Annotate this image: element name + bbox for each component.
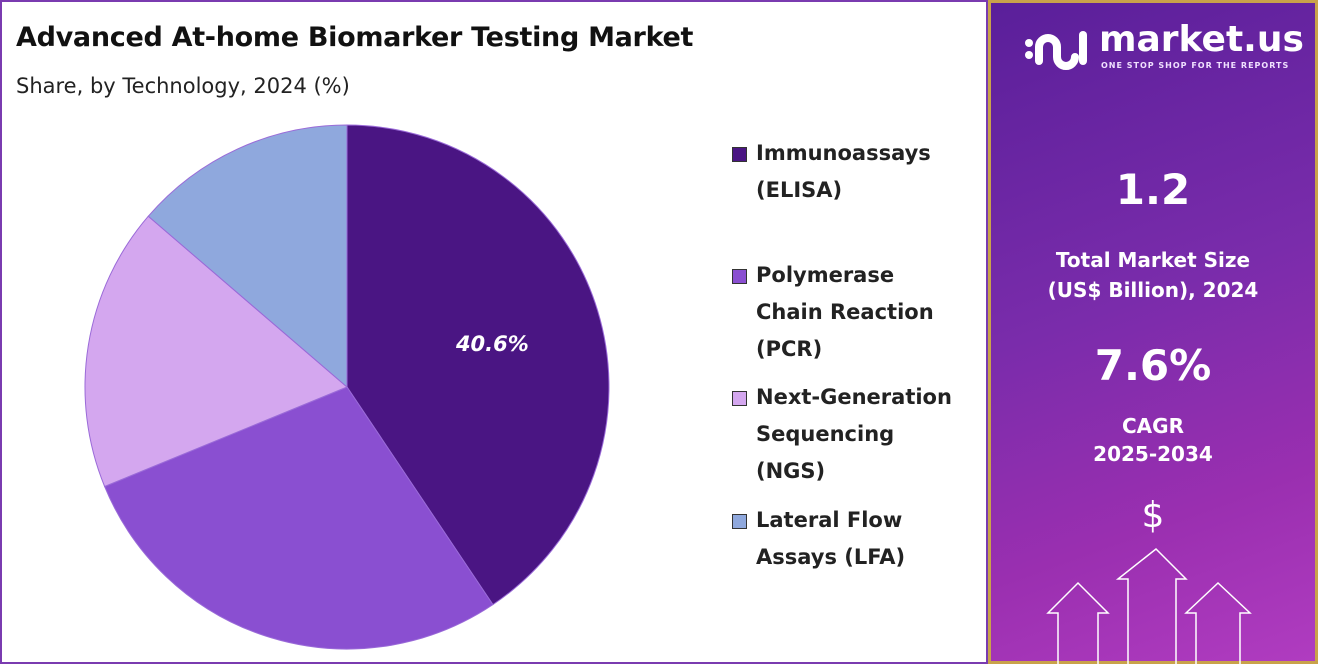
legend-label: (NGS) [756,459,826,483]
legend-item: Polymerase Chain Reaction (PCR) [732,257,986,368]
summary-panel: market.us ONE STOP SHOP FOR THE REPORTS … [988,0,1318,667]
dollar-icon: $ [1141,495,1165,536]
chart-panel: 40.6% Advanced At-home Biomarker Testing… [0,0,988,664]
market-size-label-2: (US$ Billion), 2024 [1047,278,1259,302]
pie-slice [147,124,348,389]
legend-label: Immunoassays [756,141,931,165]
data-label: 40.6% [455,332,529,356]
legend-label: Next-Generation [756,385,952,409]
legend-label: Sequencing [756,422,895,446]
growth-arrows-icon [1046,547,1252,667]
legend-swatch [732,514,747,529]
logo-text: market.us [1099,19,1304,60]
chart-subtitle: Share, by Technology, 2024 (%) [16,74,350,98]
pie-slice [103,386,494,650]
legend-label: Lateral Flow [756,508,903,532]
legend-swatch [732,391,747,406]
legend-label: Assays (LFA) [756,545,906,569]
legend-item: Lateral Flow Assays (LFA) [732,502,986,576]
pie-chart: 40.6% [84,124,610,650]
market-size-value: 1.2 [1115,165,1191,214]
logo-tagline: ONE STOP SHOP FOR THE REPORTS [1101,61,1290,70]
legend-label: (ELISA) [756,178,843,202]
cagr-value: 7.6% [1094,341,1212,390]
legend-swatch [732,147,747,162]
logo: market.us ONE STOP SHOP FOR THE REPORTS [1021,19,1304,71]
pie-slice [84,215,348,488]
legend-label: Polymerase [756,263,895,287]
pie-slice [346,124,610,606]
legend-label: (PCR) [756,337,823,361]
legend-swatch [732,269,747,284]
logo-icon [1025,31,1087,70]
legend-item: Immunoassays (ELISA) [732,135,986,209]
legend-label: Chain Reaction [756,300,934,324]
cagr-label-2: 2025-2034 [1093,442,1213,466]
chart-title: Advanced At-home Biomarker Testing Marke… [16,22,694,53]
legend-item: Next-Generation Sequencing (NGS) [732,379,986,490]
market-size-label-1: Total Market Size [1055,248,1251,272]
cagr-label-1: CAGR [1122,414,1184,438]
